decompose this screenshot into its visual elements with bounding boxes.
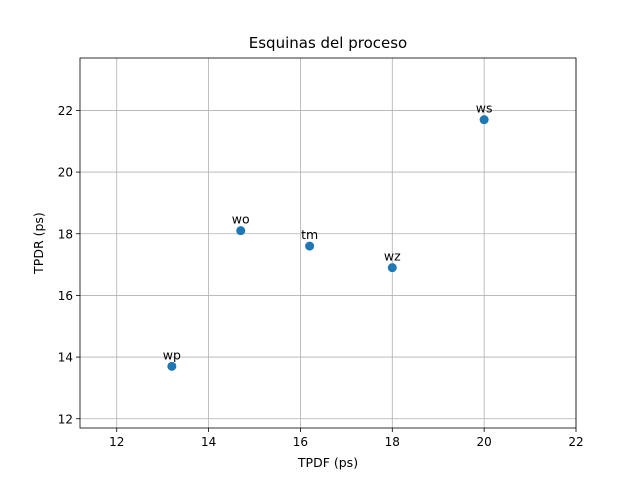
y-tick-label: 20 — [58, 166, 73, 180]
axes: 12 14 16 18 20 22 12 14 16 18 20 22 — [58, 57, 584, 449]
point-label-wz: wz — [384, 249, 401, 264]
data-point-wz — [387, 263, 397, 273]
point-label-tm: tm — [301, 227, 318, 242]
data-point-wo — [236, 226, 246, 236]
data-points: wp wo tm wz ws — [163, 101, 493, 371]
point-label-wp: wp — [163, 347, 181, 362]
data-point-ws — [479, 115, 489, 125]
x-tick-label: 20 — [477, 435, 492, 449]
grid-lines — [80, 58, 577, 428]
y-axis-label: TPDR (ps) — [31, 212, 46, 275]
y-tick-label: 14 — [58, 351, 73, 365]
data-point-wp — [167, 361, 177, 371]
y-tick-label: 16 — [58, 289, 73, 303]
y-tick-label: 22 — [58, 104, 73, 118]
x-tick-label: 16 — [293, 435, 308, 449]
x-tick-label: 14 — [201, 435, 216, 449]
chart-title: Esquinas del proceso — [249, 34, 407, 52]
x-tick-label: 12 — [109, 435, 124, 449]
x-tick-label: 22 — [568, 435, 583, 449]
data-point-tm — [305, 241, 315, 251]
point-label-wo: wo — [232, 212, 250, 227]
x-tick-label: 18 — [385, 435, 400, 449]
y-tick-label: 12 — [58, 412, 73, 426]
y-tick-label: 18 — [58, 227, 73, 241]
x-axis-label: TPDF (ps) — [297, 455, 358, 470]
point-label-ws: ws — [476, 101, 493, 116]
plot-frame — [79, 57, 577, 429]
